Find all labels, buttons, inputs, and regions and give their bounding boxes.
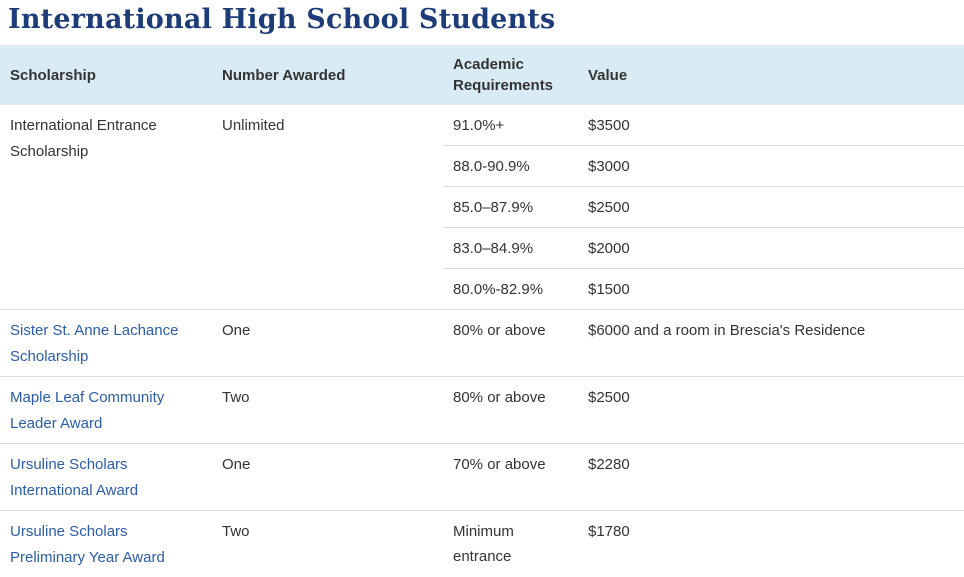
tier-row: 80.0%-82.9% $1500: [443, 268, 964, 309]
scholarship-link[interactable]: Sister St. Anne Lachance Scholarship: [10, 322, 179, 365]
scholarship-cell: Maple Leaf Community Leader Award: [0, 377, 212, 443]
academic-requirement-cell: 88.0-90.9%: [443, 146, 578, 186]
academic-requirement-cell: 83.0–84.9%: [443, 228, 578, 268]
academic-requirement-cell: Minimum entrance: [443, 511, 578, 576]
tier-list: 91.0%+ $3500 88.0-90.9% $3000 85.0–87.9%…: [443, 105, 964, 309]
value: $2500: [588, 199, 630, 216]
column-header-number-awarded: Number Awarded: [222, 66, 346, 84]
tier-row: 88.0-90.9% $3000: [443, 145, 964, 186]
number-awarded-cell: Two: [212, 377, 443, 417]
number-awarded: Two: [222, 523, 250, 540]
academic-requirement-cell: 80% or above: [443, 377, 578, 417]
number-awarded: Two: [222, 389, 250, 406]
value: $1780: [588, 523, 630, 540]
tier-row: Minimum entrance $1780: [443, 511, 964, 576]
academic-requirement: 80% or above: [453, 322, 546, 339]
value: $2500: [588, 389, 630, 406]
tier-row: 83.0–84.9% $2000: [443, 227, 964, 268]
tier-row: 80% or above $2500: [443, 377, 964, 417]
tier-list: Minimum entrance $1780: [443, 511, 964, 576]
column-header-academic-requirements: Academic Requirements: [453, 56, 554, 94]
tier-row: 70% or above $2280: [443, 444, 964, 484]
number-awarded-cell: One: [212, 310, 443, 350]
scholarship-name: International Entrance Scholarship: [10, 117, 157, 160]
scholarship-link[interactable]: Ursuline Scholars Preliminary Year Award: [10, 523, 165, 566]
table-header-row: Scholarship Number Awarded Academic Requ…: [0, 45, 964, 105]
value-cell: $3500: [578, 105, 964, 145]
value-cell: $6000 and a room in Brescia's Residence: [578, 310, 964, 350]
tier-list: 70% or above $2280: [443, 444, 964, 484]
number-awarded-cell: One: [212, 444, 443, 484]
tier-row: 80% or above $6000 and a room in Brescia…: [443, 310, 964, 350]
academic-requirement: 70% or above: [453, 456, 546, 473]
academic-requirement-cell: 91.0%+: [443, 105, 578, 145]
column-header-value: Value: [588, 66, 628, 84]
number-awarded: One: [222, 322, 251, 339]
value-cell: $1780: [578, 511, 964, 576]
academic-requirement: 80% or above: [453, 389, 546, 406]
table-body: International Entrance Scholarship Unlim…: [0, 105, 964, 577]
scholarship-link[interactable]: Ursuline Scholars International Award: [10, 456, 139, 499]
value-cell: $2280: [578, 444, 964, 484]
tier-row: 91.0%+ $3500: [443, 105, 964, 145]
value: $2280: [588, 456, 630, 473]
academic-requirement: 85.0–87.9%: [453, 199, 534, 216]
tier-list: 80% or above $6000 and a room in Brescia…: [443, 310, 964, 350]
scholarship-link[interactable]: Maple Leaf Community Leader Award: [10, 389, 165, 432]
number-awarded: Unlimited: [222, 117, 285, 134]
academic-requirement: 80.0%-82.9%: [453, 281, 544, 298]
academic-requirement-cell: 85.0–87.9%: [443, 187, 578, 227]
academic-requirement: 88.0-90.9%: [453, 158, 530, 175]
table-row: International Entrance Scholarship Unlim…: [0, 105, 964, 309]
value-cell: $3000: [578, 146, 964, 186]
value: $3500: [588, 117, 630, 134]
number-awarded: One: [222, 456, 251, 473]
scholarship-cell: Ursuline Scholars Preliminary Year Award: [0, 511, 212, 577]
number-awarded-cell: Unlimited: [212, 105, 443, 145]
page-title: International High School Students: [8, 4, 556, 35]
academic-requirement-cell: 80% or above: [443, 310, 578, 350]
value-cell: $2000: [578, 228, 964, 268]
value: $1500: [588, 281, 630, 298]
academic-requirement: 83.0–84.9%: [453, 240, 534, 257]
table-row: Ursuline Scholars International Award On…: [0, 443, 964, 510]
scholarship-cell: Sister St. Anne Lachance Scholarship: [0, 310, 212, 376]
number-awarded-cell: Two: [212, 511, 443, 551]
academic-requirement-cell: 70% or above: [443, 444, 578, 484]
column-header-scholarship: Scholarship: [10, 66, 96, 84]
tier-list: 80% or above $2500: [443, 377, 964, 417]
academic-requirement: 91.0%+: [453, 117, 505, 134]
scholarship-cell: International Entrance Scholarship: [0, 105, 212, 171]
value-cell: $1500: [578, 269, 964, 309]
academic-requirement: Minimum entrance: [453, 523, 514, 565]
value: $6000 and a room in Brescia's Residence: [588, 322, 866, 339]
table-row: Ursuline Scholars Preliminary Year Award…: [0, 510, 964, 577]
scholarship-cell: Ursuline Scholars International Award: [0, 444, 212, 510]
value-cell: $2500: [578, 377, 964, 417]
tier-row: 85.0–87.9% $2500: [443, 186, 964, 227]
value: $2000: [588, 240, 630, 257]
table-row: Maple Leaf Community Leader Award Two 80…: [0, 376, 964, 443]
value: $3000: [588, 158, 630, 175]
academic-requirement-cell: 80.0%-82.9%: [443, 269, 578, 309]
table-row: Sister St. Anne Lachance Scholarship One…: [0, 309, 964, 376]
value-cell: $2500: [578, 187, 964, 227]
scholarship-table: Scholarship Number Awarded Academic Requ…: [0, 45, 964, 577]
